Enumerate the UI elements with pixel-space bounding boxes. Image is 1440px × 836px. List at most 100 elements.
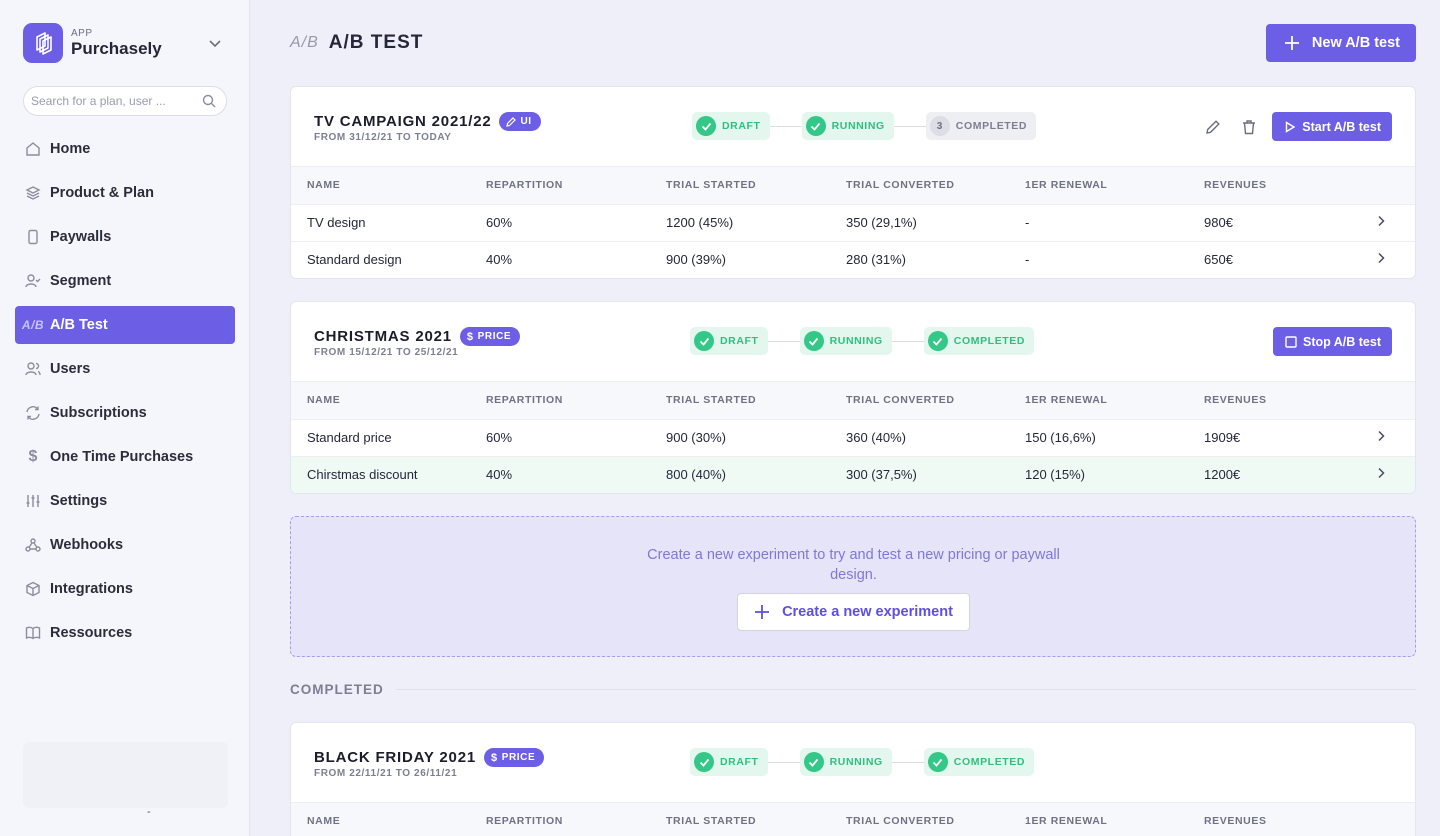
- box-icon: [24, 580, 42, 598]
- experiment-title: TV CAMPAIGN 2021/22: [314, 113, 492, 130]
- webhook-icon: [24, 536, 42, 554]
- column-header: 1ER RENEWAL: [1009, 382, 1188, 420]
- table-row[interactable]: TV design 60% 1200 (45%) 350 (29,1%) - 9…: [291, 204, 1415, 242]
- column-header: REVENUES: [1188, 167, 1375, 205]
- stop-ab-test-button[interactable]: Stop A/B test: [1272, 327, 1392, 356]
- user-check-icon: [24, 272, 42, 290]
- table-row[interactable]: Chirstmas discount 40% 800 (40%) 300 (37…: [291, 456, 1415, 493]
- experiment-dates: FROM 31/12/21 TO TODAY: [314, 132, 452, 143]
- chevron-right-icon[interactable]: [1375, 241, 1415, 278]
- page-title-text: A/B TEST: [328, 32, 424, 53]
- sidebar-item-label: One Time Purchases: [50, 449, 194, 465]
- column-header: REPARTITION: [470, 803, 650, 836]
- create-experiment-panel: Create a new experiment to try and test …: [290, 516, 1416, 657]
- search-input[interactable]: [31, 94, 201, 108]
- check-icon: [927, 752, 948, 772]
- create-experiment-button[interactable]: Create a new experiment: [737, 593, 970, 631]
- app-kicker: APP: [71, 27, 93, 39]
- phone-icon: [24, 228, 42, 246]
- column-header: TRIAL CONVERTED: [830, 382, 1009, 420]
- column-header: REVENUES: [1188, 803, 1377, 836]
- start-ab-test-button[interactable]: Start A/B test: [1272, 112, 1392, 141]
- plus-icon: [1284, 36, 1299, 50]
- experiment-title: BLACK FRIDAY 2021: [314, 749, 476, 766]
- create-experiment-description: Create a new experiment to try and test …: [647, 547, 1060, 583]
- play-icon: [1286, 120, 1296, 133]
- new-ab-test-label: New A/B test: [1311, 35, 1400, 51]
- sidebar-item-ab-test[interactable]: A/B A/B Test: [15, 306, 235, 344]
- dollar-icon: $: [466, 330, 474, 343]
- home-icon: [24, 140, 42, 158]
- table-row[interactable]: Standard price 60% 900 (30%) 360 (40%) 1…: [291, 419, 1415, 457]
- chevron-right-icon[interactable]: [1375, 419, 1415, 457]
- sidebar-item-webhooks[interactable]: Webhooks: [15, 526, 235, 564]
- step-connector: [767, 340, 800, 342]
- experiment-dates: FROM 15/12/21 TO 25/12/21: [314, 347, 459, 358]
- column-header: REPARTITION: [470, 167, 650, 205]
- section-title-completed: COMPLETED: [290, 682, 1416, 697]
- sidebar-item-paywalls[interactable]: Paywalls: [15, 218, 235, 256]
- chevron-right-icon[interactable]: [1375, 456, 1415, 493]
- step-connector: [767, 761, 800, 763]
- variants-table: NAME REPARTITION TRIAL STARTED TRIAL CON…: [291, 382, 1415, 493]
- sidebar-item-settings[interactable]: Settings: [15, 482, 235, 520]
- column-header: NAME: [291, 167, 470, 205]
- chevron-down-icon[interactable]: [208, 36, 222, 55]
- plus-icon: [755, 605, 770, 619]
- table-row[interactable]: Standard design 40% 900 (39%) 280 (31%) …: [291, 241, 1415, 278]
- step-draft: DRAFT: [690, 327, 768, 355]
- sidebar-item-home[interactable]: Home: [15, 130, 235, 168]
- column-header: TRIAL STARTED: [650, 382, 830, 420]
- sidebar-item-label: Paywalls: [50, 229, 112, 245]
- column-header: TRIAL STARTED: [650, 803, 830, 836]
- app-switcher[interactable]: APP Purchasely: [23, 23, 228, 63]
- sidebar-item-product-plan[interactable]: Product & Plan: [15, 174, 235, 212]
- search-bar[interactable]: [23, 86, 227, 116]
- divider: [395, 689, 1416, 690]
- experiment-dates: FROM 22/11/21 TO 26/11/21: [314, 768, 458, 779]
- experiment-type-badge: $ PRICE: [483, 748, 545, 767]
- experiment-type-badge: $ PRICE: [459, 327, 521, 346]
- check-icon: [803, 752, 824, 772]
- status-stepper: DRAFT RUNNING COMPLETED: [690, 748, 1035, 776]
- step-connector: [769, 125, 802, 127]
- check-icon: [696, 116, 716, 136]
- trash-icon[interactable]: [1236, 114, 1262, 140]
- app-name: Purchasely: [71, 38, 162, 58]
- sidebar-item-integrations[interactable]: Integrations: [15, 570, 235, 608]
- sliders-icon: [24, 492, 42, 510]
- dollar-icon: $: [490, 751, 498, 764]
- ab-test-icon: A/B: [21, 318, 45, 332]
- column-header: TRIAL CONVERTED: [830, 167, 1009, 205]
- sidebar-item-ressources[interactable]: Ressources: [15, 614, 235, 652]
- sidebar-item-segment[interactable]: Segment: [15, 262, 235, 300]
- page-header: A/B A/B TEST New A/B test: [290, 24, 1416, 62]
- experiment-type-badge: UI: [499, 112, 541, 131]
- sidebar-item-label: Webhooks: [50, 537, 124, 553]
- page-title: A/B A/B TEST: [290, 32, 423, 54]
- column-header: 1ER RENEWAL: [1009, 167, 1188, 205]
- users-icon: [24, 360, 42, 378]
- experiment-card: BLACK FRIDAY 2021 $ PRICE FROM 22/11/21 …: [290, 722, 1416, 836]
- check-icon: [803, 331, 824, 351]
- sidebar-item-one-time-purchases[interactable]: $ One Time Purchases: [15, 438, 235, 476]
- column-header: TRIAL CONVERTED: [830, 803, 1009, 836]
- sidebar-item-subscriptions[interactable]: Subscriptions: [15, 394, 235, 432]
- step-running: RUNNING: [801, 112, 894, 140]
- book-icon: [24, 624, 42, 642]
- new-ab-test-button[interactable]: New A/B test: [1265, 24, 1416, 62]
- step-number: 3: [929, 116, 950, 136]
- sidebar-footer-dash: -: [147, 806, 151, 818]
- ab-test-icon: A/B: [290, 34, 319, 51]
- edit-icon[interactable]: [1200, 114, 1226, 140]
- dollar-icon: $: [28, 448, 38, 465]
- experiment-card: CHRISTMAS 2021 $ PRICE FROM 15/12/21 TO …: [290, 301, 1416, 494]
- chevron-right-icon[interactable]: [1375, 204, 1415, 242]
- column-header: REVENUES: [1188, 382, 1375, 420]
- step-connector: [891, 340, 924, 342]
- layers-icon: [24, 184, 42, 202]
- sidebar-item-users[interactable]: Users: [15, 350, 235, 388]
- column-header: 1ER RENEWAL: [1009, 803, 1188, 836]
- pencil-icon: [506, 116, 517, 127]
- status-stepper: DRAFT RUNNING COMPLETED: [690, 327, 1035, 355]
